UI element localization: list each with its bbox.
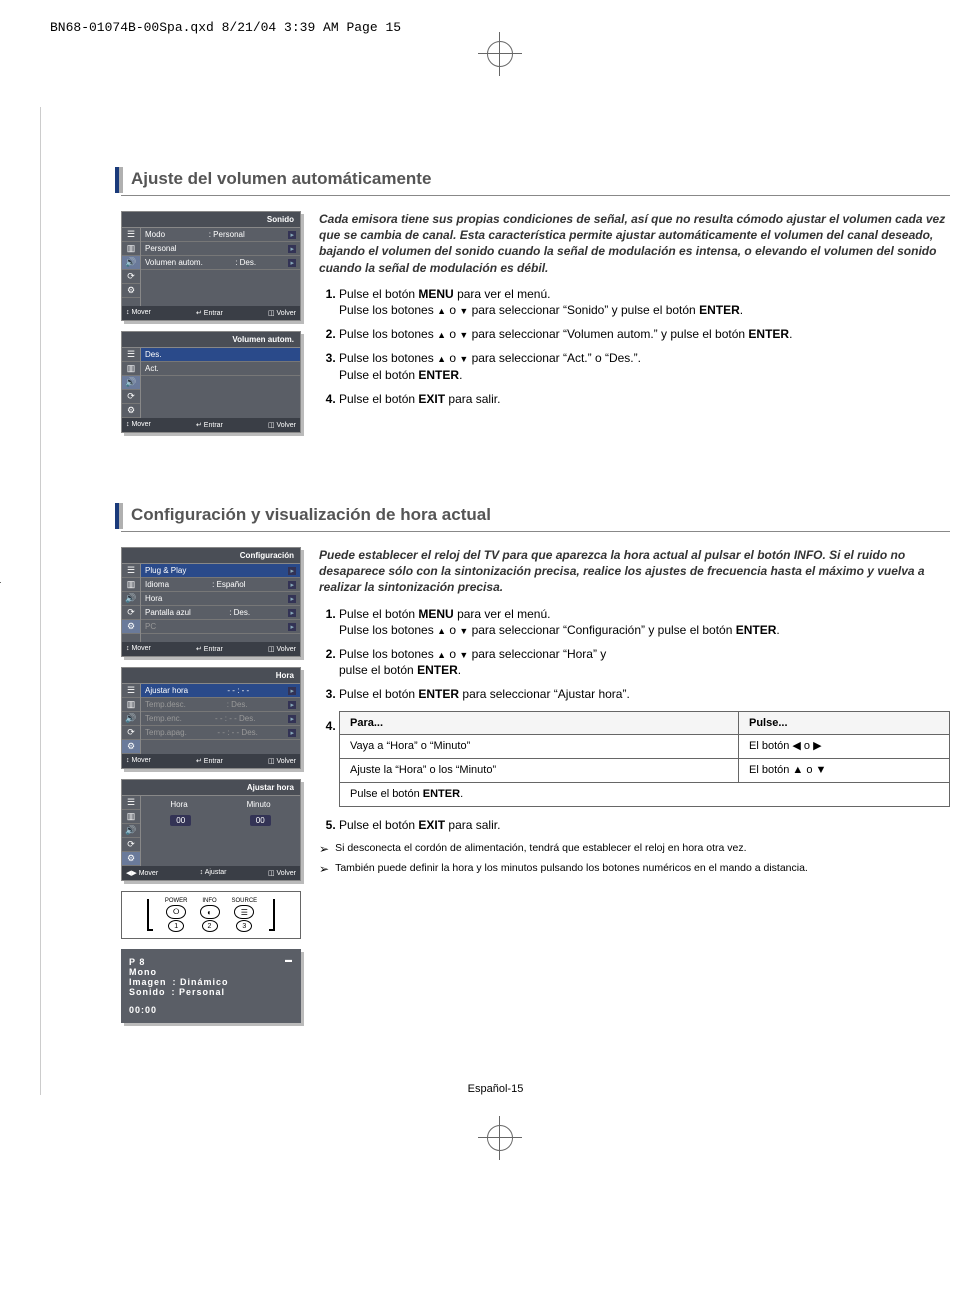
osd-configuracion: Configuración ☰▥🔊⟳⚙ Plug & Play▸ Idioma:… — [121, 547, 301, 657]
osd-ajustar-hora: Ajustar hora ☰▥🔊⟳⚙ Hora Minuto 00 00 — [121, 779, 301, 881]
step: Pulse el botón MENU para ver el menú.Pul… — [339, 606, 950, 638]
step: Pulse los botones ▲ o ▼ para seleccionar… — [339, 350, 950, 382]
crop-mark-top — [50, 41, 950, 67]
osd-hora: Hora ☰▥🔊⟳⚙ Ajustar hora- - : - -▸ Temp.d… — [121, 667, 301, 769]
section2-left-column: Configuración ☰▥🔊⟳⚙ Plug & Play▸ Idioma:… — [121, 547, 301, 1023]
print-header: BN68-01074B-00Spa.qxd 8/21/04 3:39 AM Pa… — [50, 20, 950, 35]
section1-right-column: Cada emisora tiene sus propias condicion… — [319, 211, 950, 443]
step: Pulse el botón MENU para ver el menú.Pul… — [339, 286, 950, 318]
section1-steps: Pulse el botón MENU para ver el menú.Pul… — [319, 286, 950, 407]
step: Para...Pulse... Vaya a “Hora” o “Minuto”… — [339, 711, 950, 807]
page-number: Español-15 — [41, 1083, 950, 1095]
remote-diagram: POWER⭘1 INFO◐2 SOURCE☰3 — [121, 891, 301, 939]
page: BN68-01074B-00Spa.qxd 8/21/04 3:39 AM Pa… — [0, 0, 954, 1191]
crop-mark-bottom — [50, 1125, 950, 1151]
section2-intro: Puede establecer el reloj del TV para qu… — [319, 547, 950, 596]
info-display: P 8▬ Mono Imagen: Dinámico Sonido: Perso… — [121, 949, 301, 1023]
section2-steps: Pulse el botón MENU para ver el menú.Pul… — [319, 606, 950, 834]
section2-title: Configuración y visualización de hora ac… — [121, 503, 950, 532]
step: Pulse el botón EXIT para salir. — [339, 391, 950, 407]
section2-right-column: Puede establecer el reloj del TV para qu… — [319, 547, 950, 1023]
osd-icon-bar: ☰▥🔊⟳⚙ — [122, 228, 141, 306]
step: Pulse los botones ▲ o ▼ para seleccionar… — [339, 326, 950, 342]
section2-body: Configuración ☰▥🔊⟳⚙ Plug & Play▸ Idioma:… — [121, 547, 950, 1023]
step: Pulse el botón EXIT para salir. — [339, 817, 950, 833]
note: ➢Si desconecta el cordón de alimentación… — [319, 841, 950, 857]
section1-left-column: Sonido ☰▥🔊⟳⚙ Modo: Personal▸ Personal▸ V… — [121, 211, 301, 443]
section1-intro: Cada emisora tiene sus propias condicion… — [319, 211, 950, 276]
step: Pulse el botón ENTER para seleccionar “A… — [339, 686, 950, 702]
instruction-table: Para...Pulse... Vaya a “Hora” o “Minuto”… — [339, 711, 950, 807]
step: Pulse los botones ▲ o ▼ para seleccionar… — [339, 646, 950, 678]
page-content: Ajuste del volumen automáticamente Sonid… — [40, 107, 950, 1095]
note: ➢También puede definir la hora y los min… — [319, 861, 950, 877]
osd-sonido: Sonido ☰▥🔊⟳⚙ Modo: Personal▸ Personal▸ V… — [121, 211, 301, 321]
osd-volumen-autom: Volumen autom. ☰▥🔊⟳⚙ Des. Act. ↕ Mover↵ … — [121, 331, 301, 433]
osd-icon-bar: ☰▥🔊⟳⚙ — [122, 348, 141, 418]
section1-title: Ajuste del volumen automáticamente — [121, 167, 950, 196]
section1-body: Sonido ☰▥🔊⟳⚙ Modo: Personal▸ Personal▸ V… — [121, 211, 950, 443]
